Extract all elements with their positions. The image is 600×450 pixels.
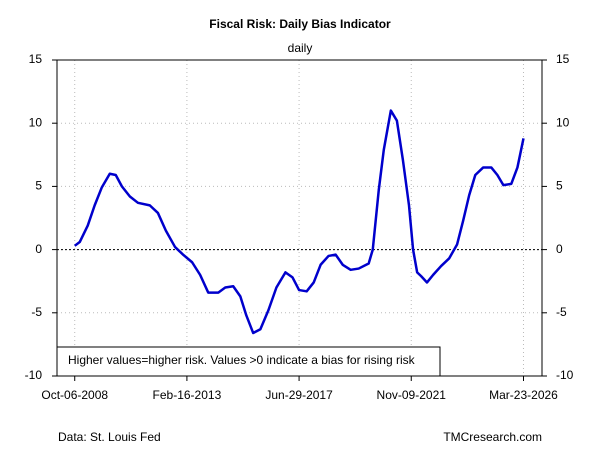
credit: TMCresearch.com bbox=[443, 430, 542, 444]
chart-subtitle: daily bbox=[288, 41, 313, 55]
y-tick-label: 0 bbox=[35, 242, 42, 256]
y-tick-label: -10 bbox=[25, 368, 43, 382]
y2-tick-label: 5 bbox=[556, 179, 563, 193]
annotation: Higher values=higher risk. Values >0 ind… bbox=[68, 353, 416, 367]
y2-tick-label: 10 bbox=[556, 115, 570, 129]
y2-tick-label: -10 bbox=[556, 368, 574, 382]
data-line bbox=[73, 109, 525, 335]
y-tick-label: 5 bbox=[35, 179, 42, 193]
chart-title: Fiscal Risk: Daily Bias Indicator bbox=[209, 17, 391, 31]
y-tick-label: -5 bbox=[31, 305, 42, 319]
x-tick-label: Nov-09-2021 bbox=[377, 388, 447, 402]
annotation-box bbox=[56, 346, 441, 377]
y2-tick-label: -5 bbox=[556, 305, 567, 319]
y-tick-label: 10 bbox=[29, 115, 43, 129]
x-tick-label: Mar-23-2026 bbox=[489, 388, 558, 402]
x-tick-label: Feb-16-2013 bbox=[153, 388, 222, 402]
y2-tick-label: 15 bbox=[556, 52, 570, 66]
y2-tick-label: 0 bbox=[556, 242, 563, 256]
source: Data: St. Louis Fed bbox=[58, 430, 161, 444]
y-tick-label: 15 bbox=[29, 52, 43, 66]
x-tick-label: Jun-29-2017 bbox=[265, 388, 333, 402]
x-tick-label: Oct-06-2008 bbox=[41, 388, 108, 402]
